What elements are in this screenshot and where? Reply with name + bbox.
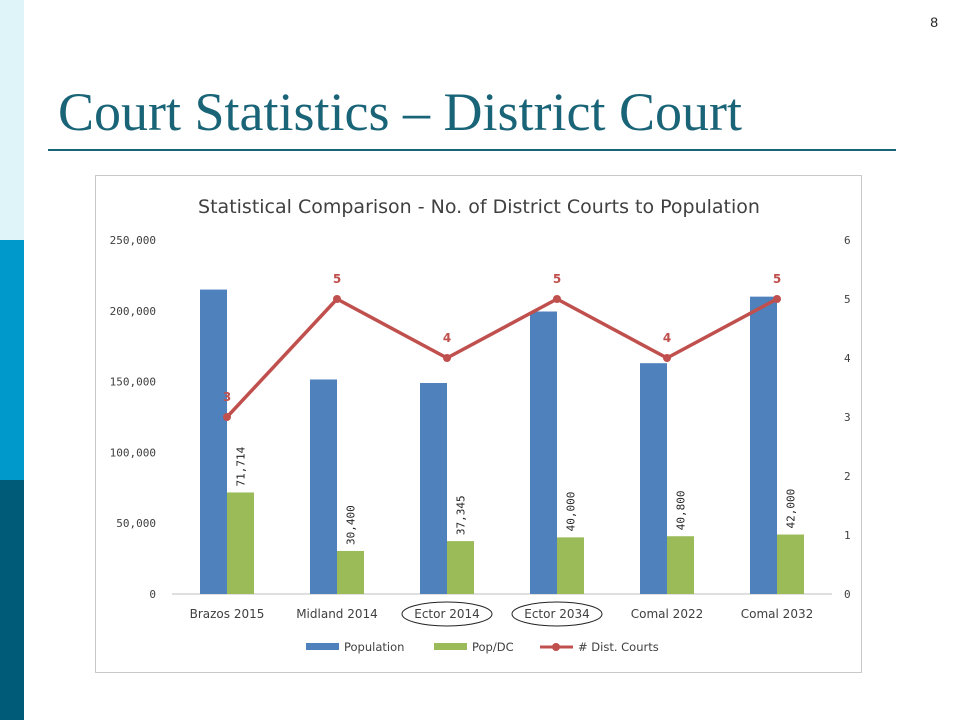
district-courts-data-label: 4 <box>663 331 671 345</box>
x-category-label: Midland 2014 <box>296 607 378 621</box>
y-right-tick-label: 3 <box>844 411 851 424</box>
x-category-label: Comal 2022 <box>631 607 703 621</box>
x-category-label: Brazos 2015 <box>190 607 265 621</box>
district-courts-marker <box>333 295 341 303</box>
pop-per-dc-bar <box>337 550 364 594</box>
population-bar <box>420 383 447 594</box>
district-courts-line <box>225 297 778 419</box>
x-category-label: Ector 2014 <box>414 607 480 621</box>
district-courts-marker <box>443 354 451 362</box>
district-courts-data-label: 5 <box>333 272 341 286</box>
y-left-tick-label: 100,000 <box>110 446 156 459</box>
pop-per-dc-data-label: 42,000 <box>785 489 798 529</box>
population-bar <box>750 296 777 594</box>
pop-per-dc-bar <box>227 492 254 594</box>
pop-per-dc-data-label: 37,345 <box>455 495 468 535</box>
y-left-tick-label: 50,000 <box>116 517 156 530</box>
line-series-group <box>223 295 781 421</box>
x-category-label: Ector 2034 <box>524 607 590 621</box>
pop-per-dc-bar <box>667 536 694 594</box>
population-bar <box>200 289 227 594</box>
pop-per-dc-bar <box>447 541 474 594</box>
decor-band-dark <box>0 480 24 720</box>
district-courts-marker <box>773 295 781 303</box>
legend-swatch <box>306 643 339 650</box>
legend-swatch-marker <box>552 643 560 651</box>
district-courts-data-label: 5 <box>553 272 561 286</box>
title-divider <box>48 149 896 151</box>
district-courts-marker <box>663 354 671 362</box>
population-bar <box>640 363 667 594</box>
y-right-tick-label: 1 <box>844 529 851 542</box>
chart-title: Statistical Comparison - No. of District… <box>198 196 760 218</box>
legend-label: Population <box>344 640 404 654</box>
pop-per-dc-data-label: 40,000 <box>565 492 578 532</box>
district-courts-data-label: 5 <box>773 272 781 286</box>
y-right-tick-label: 5 <box>844 293 851 306</box>
legend-label: Pop/DC <box>472 640 514 654</box>
district-courts-marker <box>223 413 231 421</box>
chart-frame: Statistical Comparison - No. of District… <box>95 175 862 673</box>
legend: Population Pop/DC # Dist. Courts <box>306 640 659 654</box>
y-left-tick-label: 150,000 <box>110 376 156 389</box>
pop-per-dc-data-label: 30,400 <box>345 505 358 545</box>
data-labels-group: 71,714 30,400 37,345 40,000 40,800 42,000 3 5 4 5… <box>223 272 798 545</box>
district-court-chart: Statistical Comparison - No. of District… <box>110 196 851 654</box>
population-bar <box>530 311 557 594</box>
category-highlight-circle <box>511 601 603 627</box>
y-right-tick-label: 4 <box>844 352 851 365</box>
slide-title: Court Statistics – District Court <box>58 82 742 142</box>
pop-per-dc-bar <box>557 537 584 594</box>
decor-band-mid <box>0 240 24 480</box>
legend-label: # Dist. Courts <box>578 640 659 654</box>
y-left-tick-label: 200,000 <box>110 305 156 318</box>
axes-group: 0 50,000 100,000 150,000 200,000 250,000 0 1 2 3 4… <box>110 234 851 627</box>
district-courts-data-label: 4 <box>443 331 451 345</box>
pop-per-dc-data-label: 71,714 <box>235 446 248 486</box>
population-bar <box>310 379 337 594</box>
pop-per-dc-data-label: 40,800 <box>675 490 688 530</box>
y-left-tick-label: 250,000 <box>110 234 156 247</box>
slide-number: 8 <box>930 14 938 30</box>
legend-swatch <box>434 643 467 650</box>
bars-group <box>200 289 804 594</box>
y-right-tick-label: 6 <box>844 234 851 247</box>
category-highlight-circle <box>401 601 493 627</box>
x-category-label: Comal 2032 <box>741 607 813 621</box>
decor-band-light <box>0 0 24 240</box>
district-courts-marker <box>553 295 561 303</box>
district-courts-data-label: 3 <box>223 390 231 404</box>
y-right-tick-label: 0 <box>844 588 851 601</box>
y-left-tick-label: 0 <box>149 588 156 601</box>
pop-per-dc-bar <box>777 534 804 594</box>
y-right-tick-label: 2 <box>844 470 851 483</box>
